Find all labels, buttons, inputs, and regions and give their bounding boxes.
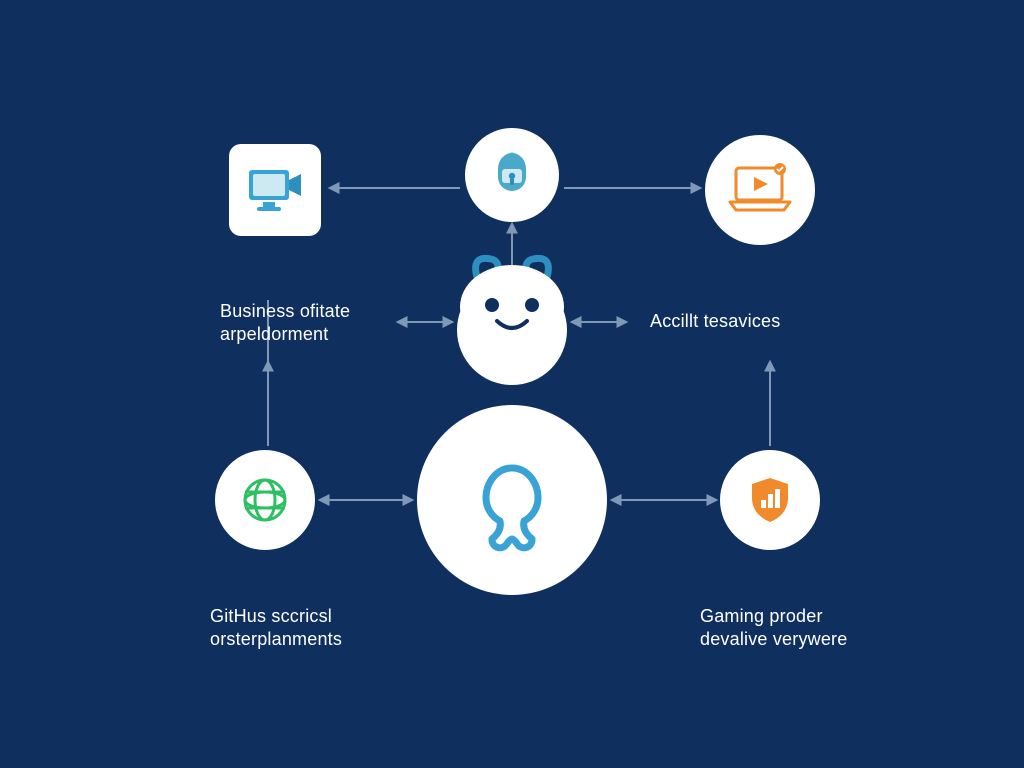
diagram-stage: Business ofitate arpeldorment Accillt te…: [0, 0, 1024, 768]
shield-chart-icon: [742, 472, 798, 528]
label-top-left: Business ofitate arpeldorment: [220, 300, 350, 345]
mascot-body: [417, 405, 607, 595]
node-bottom-right: [720, 450, 820, 550]
monitor-camera-icon: [243, 162, 307, 218]
globe-wire-icon: [236, 471, 294, 529]
mascot-body-icon: [452, 440, 572, 560]
mascot-head: [457, 275, 567, 385]
label-bottom-right: Gaming proder devalive verywere: [700, 605, 847, 650]
bot-head-icon: [484, 147, 540, 203]
node-top-right: [705, 135, 815, 245]
mascot-head-icon: [447, 247, 577, 357]
node-top-left: [229, 144, 321, 236]
label-top-right: Accillt tesavices: [650, 310, 780, 333]
node-bottom-left: [215, 450, 315, 550]
node-top: [465, 128, 559, 222]
label-bottom-left: GitHus sccricsl orsterplanments: [210, 605, 342, 650]
laptop-play-icon: [724, 160, 796, 220]
